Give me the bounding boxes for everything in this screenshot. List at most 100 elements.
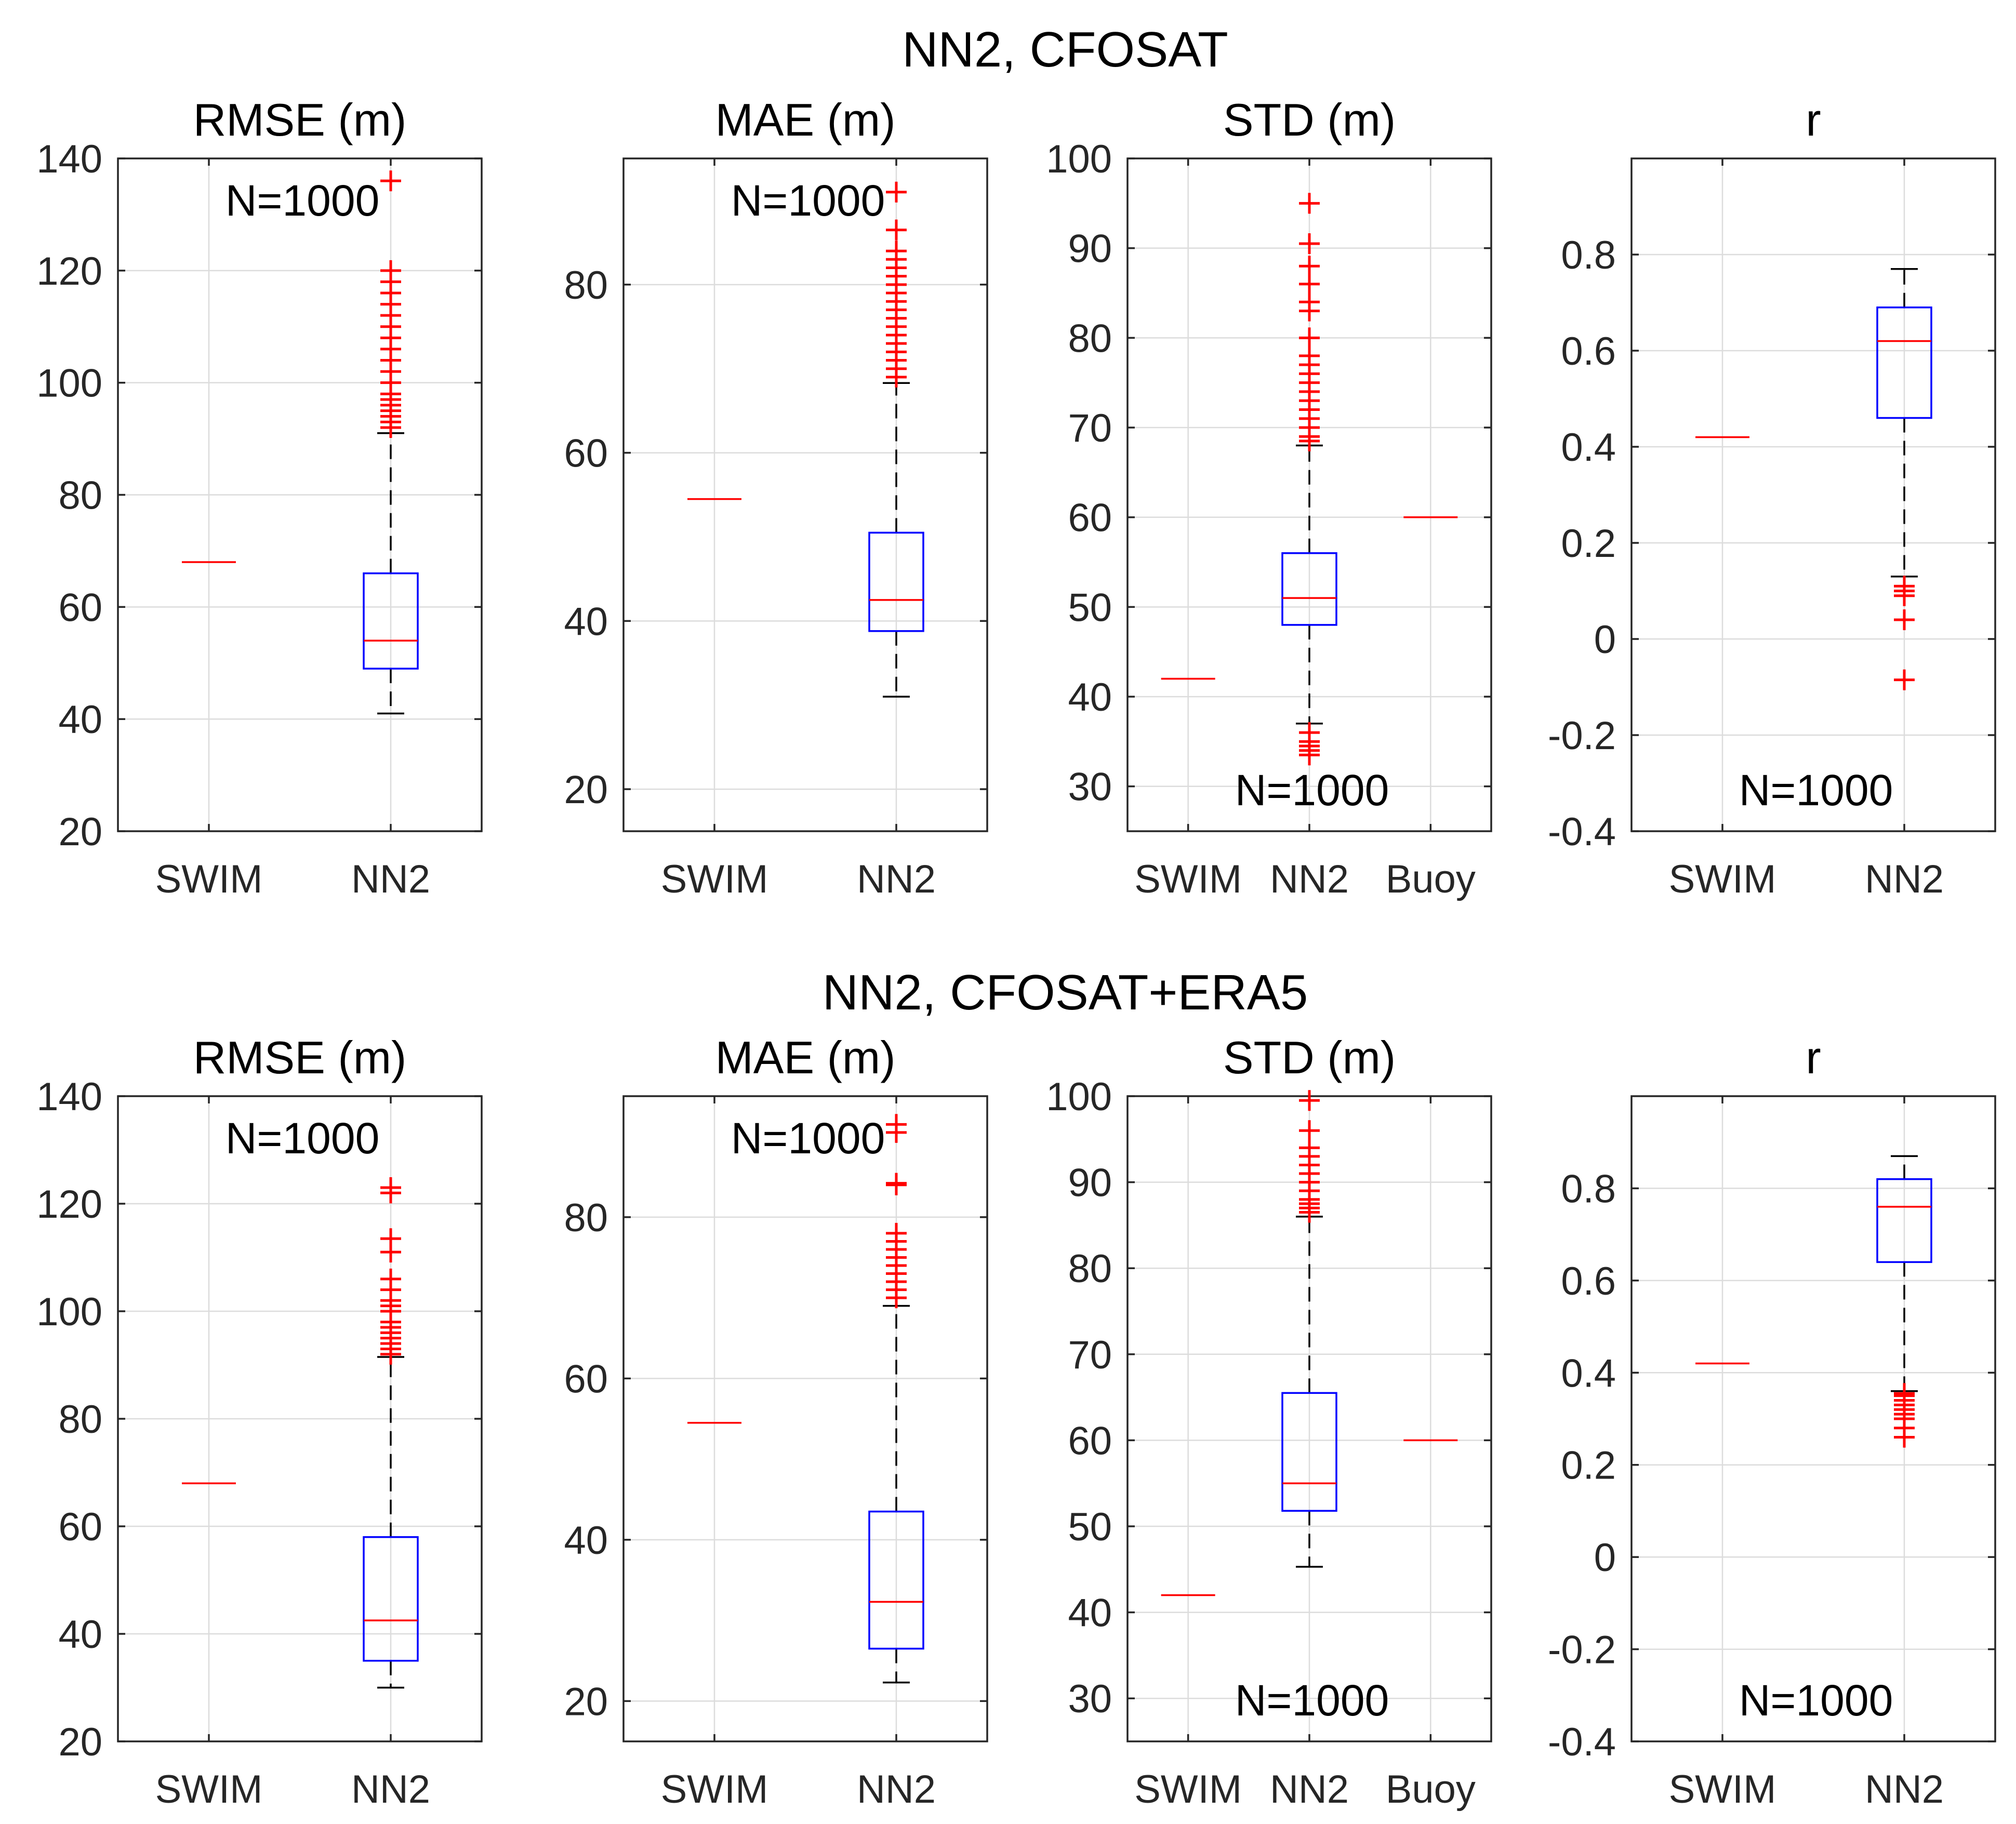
y-tick-label: 20 bbox=[564, 768, 608, 812]
x-tick-label-swim: SWIM bbox=[1669, 857, 1776, 901]
x-tick-label-swim: SWIM bbox=[155, 857, 263, 901]
boxplot-nn2 bbox=[1876, 1155, 1932, 1448]
y-tick-label: 40 bbox=[564, 600, 608, 644]
y-tick-label: 100 bbox=[1046, 1075, 1112, 1119]
y-tick-label: 100 bbox=[36, 1290, 102, 1334]
outlier-marker bbox=[380, 1177, 401, 1198]
y-tick-label: 40 bbox=[58, 1613, 102, 1657]
x-tick-label-nn2: NN2 bbox=[1865, 857, 1944, 901]
sample-count-annotation: N=1000 bbox=[226, 1114, 380, 1163]
y-tick-label: 70 bbox=[1068, 406, 1112, 450]
sample-count-annotation: N=1000 bbox=[1235, 766, 1389, 815]
x-tick-label-nn2: NN2 bbox=[351, 857, 430, 901]
axes-frame bbox=[622, 1095, 988, 1742]
row-title-top: NN2, CFOSAT bbox=[902, 22, 1228, 77]
y-tick-label: 60 bbox=[58, 1505, 102, 1549]
y-tick-label: 60 bbox=[564, 432, 608, 476]
y-tick-label: 60 bbox=[58, 585, 102, 630]
y-tick-label: 90 bbox=[1068, 227, 1112, 271]
y-tick-label: 50 bbox=[1068, 1505, 1112, 1549]
sample-count-annotation: N=1000 bbox=[226, 176, 380, 225]
panel-1-3: -0.4 -0.2 0 0.2 0.4 0.6 0.8 SWIM NN2 r N=1000 bbox=[1548, 1032, 1996, 1812]
interquartile-box bbox=[1281, 1392, 1337, 1512]
interquartile-box bbox=[868, 531, 924, 632]
y-tick-label: 40 bbox=[58, 698, 102, 742]
outlier-marker bbox=[1299, 273, 1320, 295]
row-title-bottom: NN2, CFOSAT+ERA5 bbox=[823, 965, 1308, 1020]
y-tick-label: 100 bbox=[1046, 137, 1112, 181]
y-tick-label: 0.6 bbox=[1561, 1259, 1616, 1303]
y-tick-label: -0.2 bbox=[1548, 714, 1616, 758]
panel-0-3: -0.4 -0.2 0 0.2 0.4 0.6 0.8 SWIM NN2 r N=1000 bbox=[1548, 94, 1996, 901]
x-tick-label-nn2: NN2 bbox=[857, 857, 936, 901]
y-tick-label: 80 bbox=[564, 263, 608, 308]
x-tick-label-nn2: NN2 bbox=[351, 1767, 430, 1812]
axes-frame bbox=[1630, 1095, 1996, 1742]
outlier-marker bbox=[1299, 327, 1320, 349]
interquartile-box bbox=[868, 1510, 924, 1650]
boxplot-nn2 bbox=[1281, 193, 1337, 766]
panel-1-1: 20 40 60 80 SWIM NN2 MAE (m) N=1000 bbox=[564, 1032, 988, 1812]
sample-count-annotation: N=1000 bbox=[1739, 1676, 1893, 1725]
panel-0-1: 20 40 60 80 SWIM NN2 MAE (m) N=1000 bbox=[564, 94, 988, 901]
y-tick-label: 0.4 bbox=[1561, 425, 1616, 470]
y-tick-label: 80 bbox=[58, 1397, 102, 1442]
panel-title: MAE (m) bbox=[715, 1032, 895, 1083]
x-tick-label-nn2: NN2 bbox=[1865, 1767, 1944, 1812]
panel-title: MAE (m) bbox=[715, 94, 895, 145]
outlier-marker bbox=[1299, 1090, 1320, 1111]
x-tick-label-nn2: NN2 bbox=[857, 1767, 936, 1812]
sample-count-annotation: N=1000 bbox=[731, 1114, 885, 1163]
y-tick-label: 80 bbox=[564, 1196, 608, 1240]
x-tick-label-nn2: NN2 bbox=[1270, 1767, 1349, 1812]
boxplot-nn2 bbox=[1281, 1090, 1337, 1568]
panel-title: RMSE (m) bbox=[193, 1032, 407, 1083]
interquartile-box bbox=[1876, 307, 1932, 419]
x-tick-label-swim: SWIM bbox=[155, 1767, 263, 1812]
boxplot-nn2 bbox=[868, 1114, 924, 1684]
y-tick-label: 70 bbox=[1068, 1333, 1112, 1377]
panel-title: STD (m) bbox=[1223, 94, 1396, 145]
y-tick-label: -0.4 bbox=[1548, 1720, 1616, 1764]
boxplot-nn2 bbox=[363, 170, 419, 715]
outlier-marker bbox=[380, 170, 401, 192]
outlier-marker bbox=[1894, 609, 1915, 630]
panel-title: STD (m) bbox=[1223, 1032, 1396, 1083]
outlier-marker bbox=[886, 1173, 907, 1194]
y-tick-label: 140 bbox=[36, 1075, 102, 1119]
x-tick-label-swim: SWIM bbox=[1669, 1767, 1776, 1812]
y-tick-label: 0.8 bbox=[1561, 1167, 1616, 1211]
y-tick-label: 0.4 bbox=[1561, 1351, 1616, 1395]
y-tick-label: 0.2 bbox=[1561, 1444, 1616, 1488]
y-tick-label: 60 bbox=[1068, 1419, 1112, 1463]
interquartile-box bbox=[363, 1536, 419, 1662]
sample-count-annotation: N=1000 bbox=[731, 176, 885, 225]
outlier-marker bbox=[1894, 669, 1915, 690]
y-tick-label: 50 bbox=[1068, 585, 1112, 630]
outlier-marker bbox=[380, 1268, 401, 1289]
y-tick-label: 60 bbox=[1068, 496, 1112, 540]
outlier-marker bbox=[380, 260, 401, 281]
y-tick-label: 30 bbox=[1068, 765, 1112, 809]
outlier-marker bbox=[380, 1228, 401, 1249]
y-tick-label: 0.8 bbox=[1561, 233, 1616, 277]
y-tick-label: 60 bbox=[564, 1357, 608, 1401]
boxplot-nn2 bbox=[363, 1177, 419, 1689]
x-tick-label-nn2: NN2 bbox=[1270, 857, 1349, 901]
axes-frame bbox=[1630, 157, 1996, 832]
outlier-marker bbox=[1299, 233, 1320, 255]
outlier-marker bbox=[1299, 291, 1320, 313]
axes-frame bbox=[622, 157, 988, 832]
outlier-marker bbox=[1894, 1427, 1915, 1448]
y-tick-label: 40 bbox=[1068, 1591, 1112, 1635]
y-tick-label: 90 bbox=[1068, 1161, 1112, 1205]
outlier-marker bbox=[1299, 345, 1320, 366]
y-tick-label: 80 bbox=[58, 474, 102, 518]
y-tick-label: 80 bbox=[1068, 316, 1112, 361]
outlier-marker bbox=[1299, 722, 1320, 743]
y-tick-label: 20 bbox=[58, 810, 102, 854]
outlier-marker bbox=[886, 181, 907, 203]
panel-title: r bbox=[1806, 94, 1821, 145]
